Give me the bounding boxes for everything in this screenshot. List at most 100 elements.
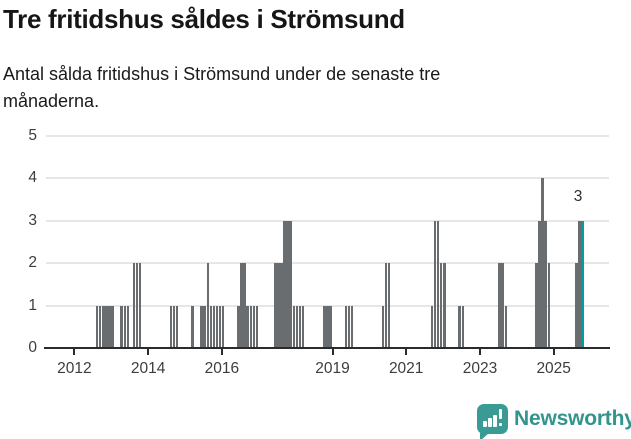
- newsworthy-speech-bubble-chart-icon: [477, 404, 508, 439]
- gridline: [46, 262, 609, 265]
- bar: [440, 263, 443, 348]
- bar: [252, 305, 256, 348]
- bar: [461, 305, 464, 348]
- bar: [123, 305, 127, 348]
- bar: [292, 305, 295, 348]
- bar: [350, 305, 354, 348]
- bar: [138, 263, 142, 348]
- x-axis-tick: [73, 349, 76, 355]
- x-axis-tick: [405, 349, 408, 355]
- bar: [289, 220, 292, 348]
- bar: [344, 305, 348, 348]
- bar: [135, 263, 139, 348]
- chart-subtitle: Antal sålda fritidshus i Strömsund under…: [3, 61, 440, 115]
- bar: [169, 305, 173, 348]
- x-axis-tick: [147, 349, 150, 355]
- gridline: [46, 177, 609, 180]
- bar: [504, 305, 507, 348]
- bar: [218, 305, 222, 348]
- bar: [98, 305, 102, 348]
- newsworthy-logo: Newsworthy: [477, 404, 631, 439]
- bar: [384, 263, 388, 348]
- x-axis-label: 2019: [315, 360, 350, 377]
- gridline: [46, 135, 609, 137]
- bar: [126, 305, 130, 348]
- bar: [240, 263, 243, 348]
- bar: [280, 263, 283, 348]
- bar: [243, 263, 246, 348]
- bar: [255, 305, 259, 348]
- bar: [575, 263, 578, 348]
- x-axis-tick: [331, 349, 334, 355]
- bar: [329, 305, 332, 348]
- bar: [301, 305, 305, 348]
- page-title: Tre fritidshus såldes i Strömsund: [3, 4, 405, 34]
- y-axis-label: 5: [28, 127, 37, 144]
- bar: [544, 220, 547, 348]
- bar: [501, 263, 504, 348]
- bar: [433, 220, 437, 348]
- bar: [191, 305, 194, 348]
- y-axis-label: 4: [28, 169, 37, 187]
- bar: [381, 305, 385, 348]
- bar: [203, 305, 206, 348]
- bar: [430, 305, 434, 348]
- x-axis-tick: [220, 349, 223, 355]
- gridline: [46, 219, 609, 222]
- bar: [298, 305, 302, 348]
- bar: [111, 305, 114, 348]
- bar-highlighted: [581, 220, 584, 348]
- x-axis-line: [44, 347, 610, 349]
- bar: [237, 305, 240, 348]
- y-axis-label: 2: [28, 254, 37, 272]
- bar: [283, 220, 286, 348]
- chart-subtitle-line2: månaderna.: [3, 91, 100, 111]
- bar: [547, 263, 551, 348]
- bar: [436, 220, 440, 348]
- bar: [221, 305, 225, 348]
- bar: [209, 305, 213, 348]
- bar: [105, 305, 108, 348]
- bar: [95, 305, 99, 348]
- bar: [206, 263, 209, 348]
- bar: [387, 263, 391, 348]
- bar: [578, 220, 581, 348]
- value-annotation: 3: [573, 188, 583, 205]
- bar: [246, 305, 249, 348]
- x-axis-tick: [479, 349, 481, 355]
- bar: [277, 263, 280, 348]
- bar: [200, 305, 203, 348]
- y-axis-label: 3: [28, 211, 37, 229]
- bar: [326, 305, 329, 348]
- x-axis-label: 2021: [388, 360, 424, 377]
- bar: [120, 305, 123, 348]
- bar: [498, 263, 501, 348]
- bar: [286, 220, 289, 348]
- x-axis-label: 2016: [204, 360, 240, 377]
- logo-text: Newsworthy: [514, 407, 631, 430]
- bar: [132, 263, 136, 348]
- bar: [443, 263, 446, 348]
- bar: [215, 305, 219, 348]
- bar: [102, 305, 105, 348]
- bar: [458, 305, 461, 348]
- x-axis-label: 2014: [130, 360, 166, 377]
- bar: [323, 305, 326, 348]
- bar: [249, 305, 252, 348]
- x-axis-label: 2012: [57, 360, 92, 377]
- bar: [108, 305, 111, 348]
- bar: [175, 305, 179, 348]
- bar: [347, 305, 351, 348]
- bar: [538, 220, 541, 348]
- y-axis-label: 0: [28, 339, 37, 356]
- chart-subtitle-line1: Antal sålda fritidshus i Strömsund under…: [3, 64, 441, 84]
- bar: [274, 263, 277, 348]
- y-axis-label: 1: [28, 296, 37, 314]
- x-axis-label: 2023: [462, 360, 498, 377]
- speech-bubble-tail: [480, 433, 489, 439]
- bar: [541, 178, 544, 348]
- bar: [535, 263, 538, 348]
- x-axis-label: 2025: [536, 360, 571, 377]
- x-axis-tick: [552, 349, 555, 355]
